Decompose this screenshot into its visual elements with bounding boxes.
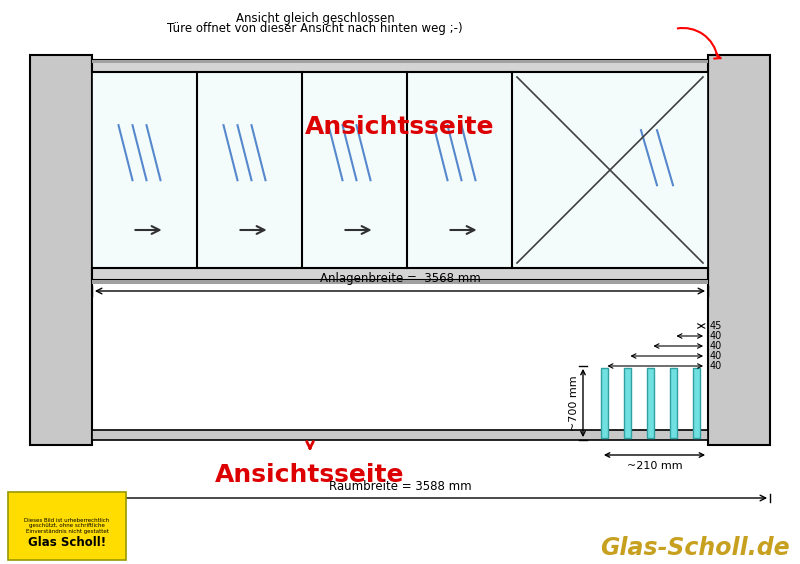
Text: Ansichtsseite: Ansichtsseite (215, 463, 405, 487)
Text: 40: 40 (710, 361, 722, 371)
Text: 40: 40 (710, 331, 722, 341)
Text: Anlagenbreite =  3568 mm: Anlagenbreite = 3568 mm (320, 272, 480, 285)
Text: Ansicht gleich geschlossen: Ansicht gleich geschlossen (236, 12, 394, 25)
Bar (30, 55, 92, 445)
Text: Glas Scholl!: Glas Scholl! (28, 536, 106, 549)
Text: Raumbreite = 3588 mm: Raumbreite = 3588 mm (329, 480, 471, 493)
Bar (708, 55, 770, 445)
Text: 45: 45 (710, 321, 722, 331)
Text: ~700 mm: ~700 mm (569, 375, 579, 431)
Bar (693, 368, 700, 438)
Text: 40: 40 (710, 341, 722, 351)
Text: ~210 mm: ~210 mm (626, 461, 682, 471)
Bar (647, 368, 654, 438)
Bar (92, 268, 708, 280)
Bar (624, 368, 631, 438)
Text: Glas-Scholl.de: Glas-Scholl.de (600, 536, 790, 560)
Bar (92, 60, 708, 63)
Text: Türe offnet von dieser Ansicht nach hinten weg ;-): Türe offnet von dieser Ansicht nach hint… (167, 22, 463, 35)
Bar (512, 72, 708, 268)
Bar (92, 280, 708, 284)
Text: 40: 40 (710, 351, 722, 361)
Bar (8, 492, 126, 560)
Bar (302, 72, 407, 268)
Text: Dieses Bild ist urheberrechtlich
geschützt, ohne schriftliche
Einverständnis nic: Dieses Bild ist urheberrechtlich geschüt… (24, 518, 110, 534)
Bar (670, 368, 677, 438)
Bar (197, 72, 302, 268)
Bar (92, 430, 708, 440)
Bar (92, 72, 197, 268)
Bar (92, 72, 708, 268)
Bar (407, 72, 512, 268)
Text: Ansichtsseite: Ansichtsseite (306, 115, 494, 139)
Bar (92, 60, 708, 72)
Bar (601, 368, 608, 438)
